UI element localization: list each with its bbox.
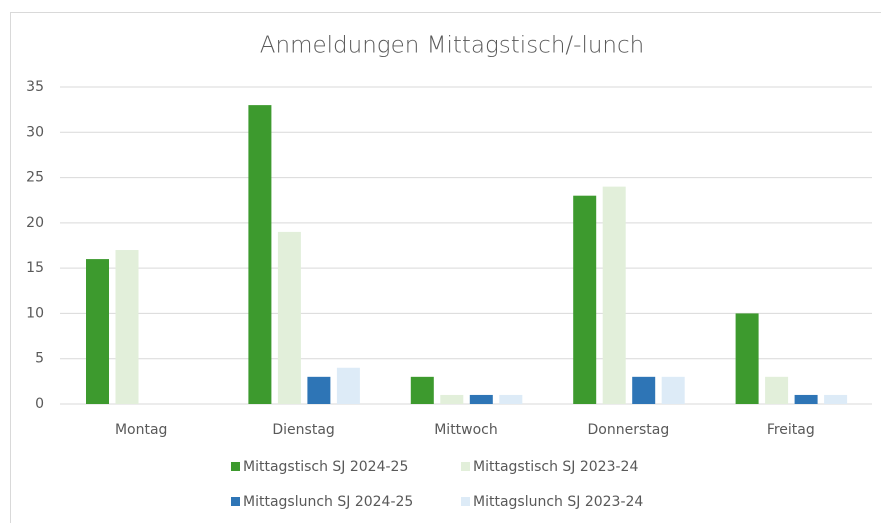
- bar: [735, 313, 759, 404]
- bar: [410, 376, 434, 404]
- x-tick-label: Dienstag: [272, 422, 334, 438]
- y-tick-label: 20: [26, 215, 44, 231]
- x-tick-label: Freitag: [767, 422, 815, 438]
- bar: [307, 376, 331, 404]
- legend-swatch: [461, 462, 470, 471]
- legend-label: Mittagstisch SJ 2023-24: [473, 459, 638, 475]
- legend-label: Mittagslunch SJ 2024-25: [243, 494, 413, 510]
- bar: [573, 195, 597, 404]
- bar: [824, 394, 848, 404]
- bar: [469, 394, 493, 404]
- bar: [602, 186, 626, 404]
- y-tick-label: 30: [26, 124, 44, 140]
- bar: [336, 367, 360, 404]
- chart-title: Anmeldungen Mittagstisch/-lunch: [260, 33, 644, 59]
- legend-swatch: [231, 497, 240, 506]
- bar: [115, 250, 139, 404]
- y-tick-label: 0: [35, 396, 44, 412]
- bar: [499, 394, 523, 404]
- bar: [765, 376, 789, 404]
- bar: [248, 105, 272, 404]
- y-tick-label: 35: [26, 79, 44, 95]
- y-tick-label: 10: [26, 305, 44, 321]
- bar: [440, 394, 464, 404]
- y-tick-label: 15: [26, 260, 44, 276]
- bar: [277, 231, 301, 404]
- legend-swatch: [461, 497, 470, 506]
- bar: [661, 376, 685, 404]
- x-tick-label: Donnerstag: [588, 422, 670, 438]
- y-tick-label: 25: [26, 170, 44, 186]
- legend-label: Mittagslunch SJ 2023-24: [473, 494, 643, 510]
- x-tick-label: Montag: [115, 422, 167, 438]
- y-tick-label: 5: [35, 351, 44, 367]
- x-tick-label: Mittwoch: [434, 422, 498, 438]
- bar: [632, 376, 656, 404]
- legend-swatch: [231, 462, 240, 471]
- bar: [794, 394, 818, 404]
- legend-label: Mittagstisch SJ 2024-25: [243, 459, 408, 475]
- bar: [86, 259, 109, 404]
